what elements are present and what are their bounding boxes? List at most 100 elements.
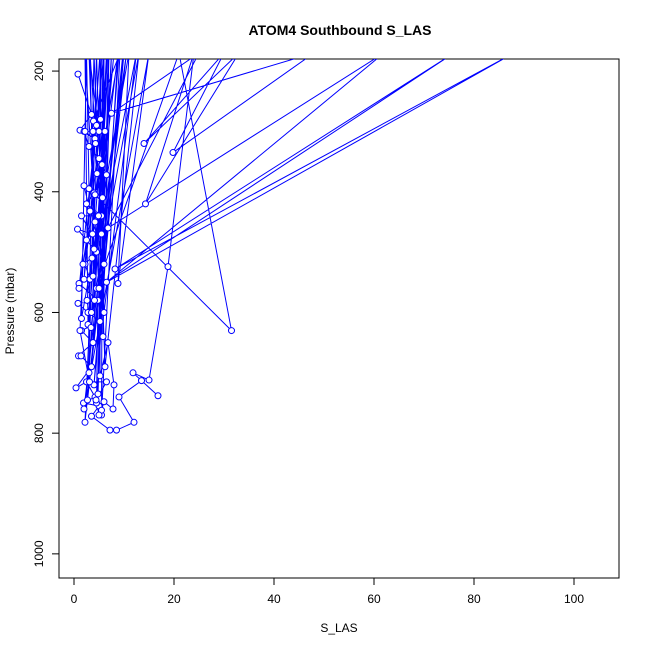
data-point — [97, 115, 104, 123]
data-point — [140, 139, 148, 147]
data-point — [98, 161, 106, 169]
data-point — [84, 396, 91, 404]
data-point — [74, 70, 82, 78]
data-point — [103, 278, 110, 286]
data-point — [92, 139, 99, 147]
data-point — [94, 390, 102, 398]
y-axis: 200 400 600 800 1000 — [32, 61, 60, 567]
data-point — [108, 109, 115, 117]
data-point — [77, 352, 85, 360]
data-point — [96, 318, 104, 326]
data-point — [89, 272, 97, 280]
x-tick-label: 0 — [71, 592, 78, 606]
data-point — [88, 254, 96, 262]
data-point — [169, 149, 177, 157]
data-point — [99, 194, 106, 202]
data-point — [114, 280, 122, 287]
data-point — [129, 369, 137, 377]
data-point — [96, 372, 104, 380]
data-point — [110, 381, 118, 389]
data-point — [74, 225, 81, 233]
data-point — [92, 396, 100, 404]
x-tick-label: 60 — [367, 592, 381, 606]
data-point — [103, 378, 110, 386]
data-point — [100, 398, 108, 406]
data-point — [93, 170, 101, 178]
data-point — [87, 324, 95, 332]
data-point — [98, 230, 105, 238]
data-point — [130, 418, 138, 426]
data-point — [89, 127, 97, 135]
data-point — [85, 143, 93, 151]
data-point — [76, 327, 84, 335]
y-tick-label: 1000 — [32, 540, 46, 567]
data-point — [83, 200, 90, 208]
x-tick-label: 80 — [467, 592, 481, 606]
data-point — [100, 260, 108, 268]
data-point — [78, 212, 85, 220]
data-point — [95, 284, 103, 292]
data-point — [85, 185, 93, 193]
data-point — [99, 333, 107, 341]
data-point — [88, 363, 95, 371]
data-point — [86, 207, 94, 215]
data-point — [86, 378, 93, 386]
data-point — [85, 369, 93, 377]
y-tick-label: 200 — [32, 61, 46, 81]
data-point — [81, 418, 89, 426]
data-point — [91, 296, 98, 304]
data-point — [75, 284, 83, 292]
data-point — [101, 363, 109, 371]
data-point — [115, 393, 123, 401]
data-point — [164, 263, 172, 271]
plot-box — [58, 58, 620, 579]
series-lines — [75, 59, 505, 431]
y-tick-label: 400 — [32, 181, 46, 201]
data-point — [106, 426, 114, 434]
data-point — [228, 327, 235, 335]
series-line — [75, 59, 505, 431]
x-axis: 0 20 40 60 80 100 — [71, 577, 584, 606]
data-point — [81, 127, 89, 135]
data-point — [109, 405, 117, 413]
data-point — [95, 127, 103, 135]
data-point — [138, 377, 145, 385]
data-point — [78, 315, 85, 322]
data-point — [111, 265, 119, 273]
data-point — [83, 296, 91, 304]
data-point — [91, 218, 99, 226]
data-point — [145, 376, 153, 384]
y-axis-label: Pressure (mbar) — [3, 268, 17, 355]
plot-area — [72, 59, 505, 434]
data-point — [80, 405, 88, 413]
data-point — [104, 339, 112, 347]
data-point — [90, 245, 98, 253]
data-point — [88, 111, 95, 119]
data-point — [80, 182, 88, 190]
data-point — [91, 191, 99, 199]
data-point — [154, 392, 162, 400]
y-tick-label: 600 — [32, 302, 46, 322]
x-tick-label: 100 — [564, 592, 584, 606]
series-points — [72, 70, 235, 434]
x-tick-label: 40 — [267, 592, 281, 606]
y-tick-label: 800 — [32, 423, 46, 443]
data-point — [93, 121, 100, 129]
data-point — [95, 411, 103, 419]
chart-title: ATOM4 Southbound S_LAS — [248, 22, 431, 38]
data-point — [142, 200, 149, 208]
data-point — [89, 339, 97, 347]
data-point — [89, 230, 96, 238]
data-point — [113, 426, 120, 434]
data-point — [101, 127, 109, 135]
data-point — [88, 308, 95, 316]
x-axis-label: S_LAS — [320, 621, 357, 635]
data-point — [104, 224, 112, 232]
data-point — [83, 236, 90, 244]
data-point — [72, 384, 80, 392]
x-tick-label: 20 — [167, 592, 181, 606]
data-point — [80, 275, 88, 283]
data-point — [79, 260, 87, 268]
data-point — [103, 171, 110, 179]
